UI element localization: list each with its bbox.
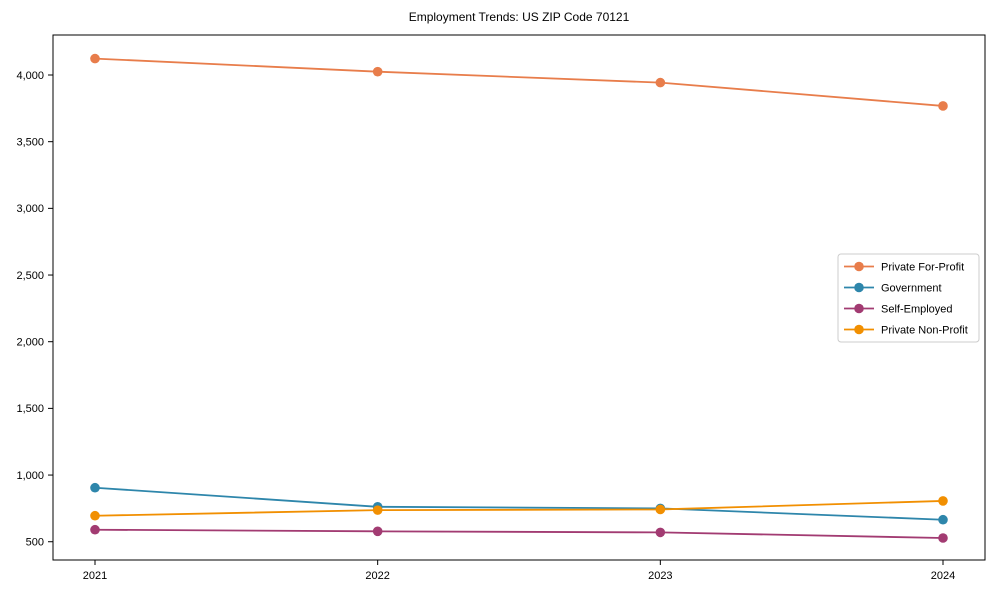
data-point-private-non-profit-2024 xyxy=(938,496,948,506)
y-tick-label: 1,500 xyxy=(16,403,44,415)
chart-title: Employment Trends: US ZIP Code 70121 xyxy=(409,10,630,24)
data-point-private-non-profit-2021 xyxy=(90,510,100,521)
legend-entry-label-private-non-profit: Private Non-Profit xyxy=(881,324,968,336)
legend-marker-private-for-profit xyxy=(854,261,864,272)
x-tick-label: 2021 xyxy=(83,570,107,582)
data-point-private-for-profit-2024 xyxy=(938,101,948,111)
data-point-private-non-profit-2022 xyxy=(372,505,383,515)
data-point-government-2021 xyxy=(90,482,100,493)
plot-area-frame xyxy=(52,34,986,561)
series-line-private-for-profit xyxy=(94,57,944,107)
legend-marker-self-employed xyxy=(854,303,864,314)
x-tick-label: 2023 xyxy=(648,570,672,582)
data-point-private-for-profit-2022 xyxy=(372,66,383,77)
y-tick-label: 2,000 xyxy=(16,337,44,349)
x-tick-label: 2022 xyxy=(365,570,389,582)
series-line-private-non-profit xyxy=(94,500,944,517)
legend-box xyxy=(837,253,980,343)
y-tick-label: 2,500 xyxy=(16,270,44,282)
series-line-government xyxy=(94,486,944,521)
data-point-private-for-profit-2023 xyxy=(655,77,666,88)
x-tick-label: 2024 xyxy=(931,570,955,582)
data-point-self-employed-2021 xyxy=(90,524,100,535)
y-tick-label: 4,000 xyxy=(16,70,44,82)
data-point-government-2024 xyxy=(938,514,948,525)
data-point-private-for-profit-2021 xyxy=(90,53,100,64)
series-line-self-employed xyxy=(94,528,944,539)
legend-entry-label-government: Government xyxy=(881,282,942,294)
y-tick-label: 3,000 xyxy=(16,203,44,215)
y-tick-label: 1,000 xyxy=(16,470,44,482)
data-point-private-non-profit-2023 xyxy=(655,504,666,515)
plot-root: 500 1,000 1,500 2,000 2,500 3,000 3,500 4,000 20… xyxy=(16,34,986,582)
legend-marker-government xyxy=(854,282,864,293)
y-tick-label: 500 xyxy=(26,537,44,549)
legend-marker-private-non-profit xyxy=(854,324,864,335)
legend-entry-label-self-employed: Self-Employed xyxy=(881,303,953,315)
data-point-self-employed-2023 xyxy=(655,527,666,538)
legend-entry-label-private-for-profit: Private For-Profit xyxy=(881,261,964,273)
y-tick-label: 3,500 xyxy=(16,136,44,148)
data-point-self-employed-2024 xyxy=(938,533,948,543)
data-point-self-employed-2022 xyxy=(372,526,383,537)
